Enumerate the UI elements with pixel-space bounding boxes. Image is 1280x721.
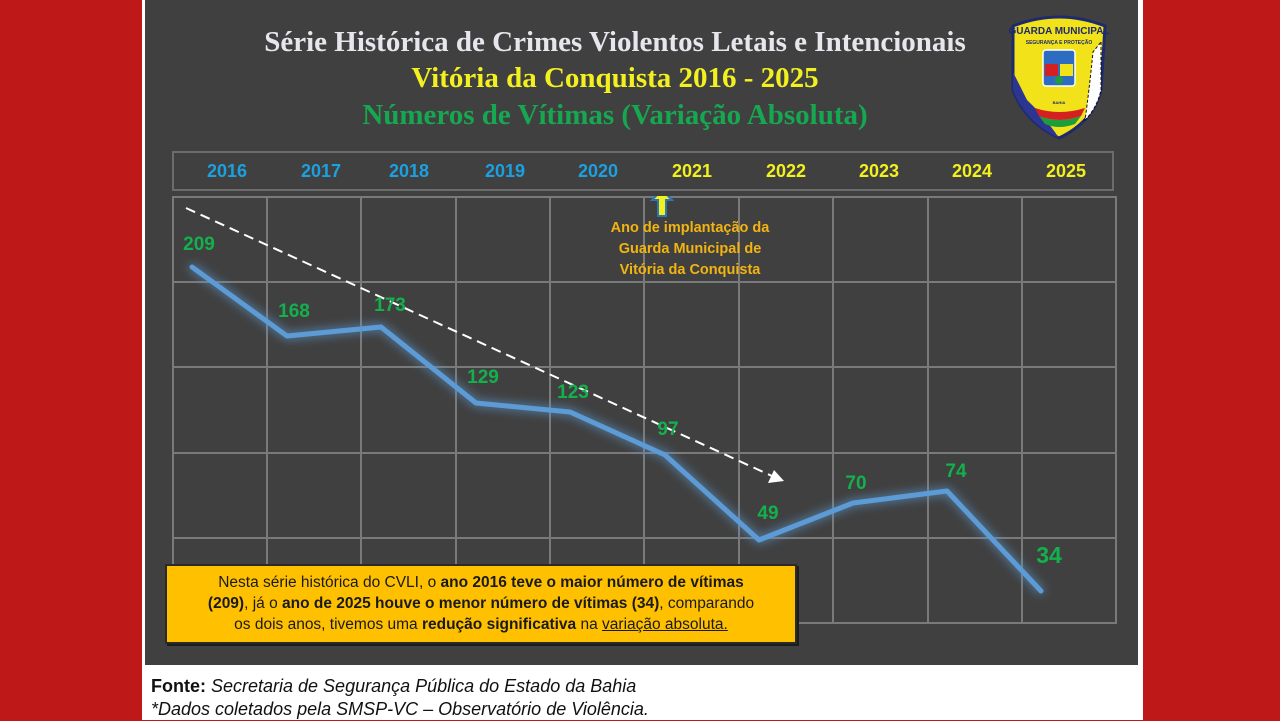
year-label: 2023 bbox=[858, 161, 900, 181]
line-chart bbox=[172, 196, 1117, 624]
trend-arrow bbox=[185, 207, 784, 483]
chart-metric: Números de Vítimas (Variação Absoluta) bbox=[362, 99, 868, 131]
year-label: 2025 bbox=[1045, 161, 1087, 181]
year-label: 2021 bbox=[671, 161, 713, 181]
data-label: 168 bbox=[278, 301, 310, 322]
data-label: 209 bbox=[183, 234, 215, 255]
data-series-line bbox=[189, 264, 1044, 594]
data-label: 34 bbox=[1036, 542, 1062, 568]
year-label: 2018 bbox=[388, 161, 430, 181]
page: Série Histórica de Crimes Violentos Leta… bbox=[142, 0, 1143, 720]
summary-callout: Nesta série histórica do CVLI, o ano 201… bbox=[165, 564, 797, 644]
chart-plot-area: 209 168 173 129 123 97 49 70 74 34 bbox=[172, 196, 1117, 624]
data-label: 173 bbox=[374, 295, 406, 316]
implementation-annotation: Ano de implantação da Guarda Municipal d… bbox=[610, 220, 770, 278]
svg-text:GUARDA MUNICIPAL: GUARDA MUNICIPAL bbox=[1008, 26, 1109, 37]
data-label: 74 bbox=[945, 461, 967, 482]
municipal-guard-badge-icon: GUARDA MUNICIPAL SEGURANÇA E PROTEÇÃO BA… bbox=[1008, 15, 1110, 140]
year-label: 2017 bbox=[300, 161, 342, 181]
year-label: 2019 bbox=[484, 161, 526, 181]
data-label: 70 bbox=[845, 473, 867, 494]
year-label: 2022 bbox=[765, 161, 807, 181]
chart-panel: Série Histórica de Crimes Violentos Leta… bbox=[145, 0, 1138, 665]
source-note: Fonte: Secretaria de Segurança Pública d… bbox=[151, 676, 649, 719]
year-axis: 2016 2017 2018 2019 2020 2021 2022 2023 … bbox=[172, 151, 1114, 191]
up-arrow-icon bbox=[649, 196, 675, 217]
chart-title: Série Histórica de Crimes Violentos Leta… bbox=[264, 26, 966, 58]
data-label: 49 bbox=[757, 503, 779, 524]
chart-subtitle: Vitória da Conquista 2016 - 2025 bbox=[411, 62, 819, 94]
data-label: 129 bbox=[467, 367, 499, 388]
svg-text:SEGURANÇA E PROTEÇÃO: SEGURANÇA E PROTEÇÃO bbox=[1026, 39, 1093, 46]
year-label: 2016 bbox=[206, 161, 248, 181]
year-label: 2024 bbox=[951, 161, 993, 181]
svg-text:BAHIA: BAHIA bbox=[1053, 100, 1066, 105]
data-label: 97 bbox=[657, 419, 679, 440]
grid-lines bbox=[172, 196, 1117, 624]
data-label: 123 bbox=[557, 382, 589, 403]
year-label: 2020 bbox=[577, 161, 619, 181]
